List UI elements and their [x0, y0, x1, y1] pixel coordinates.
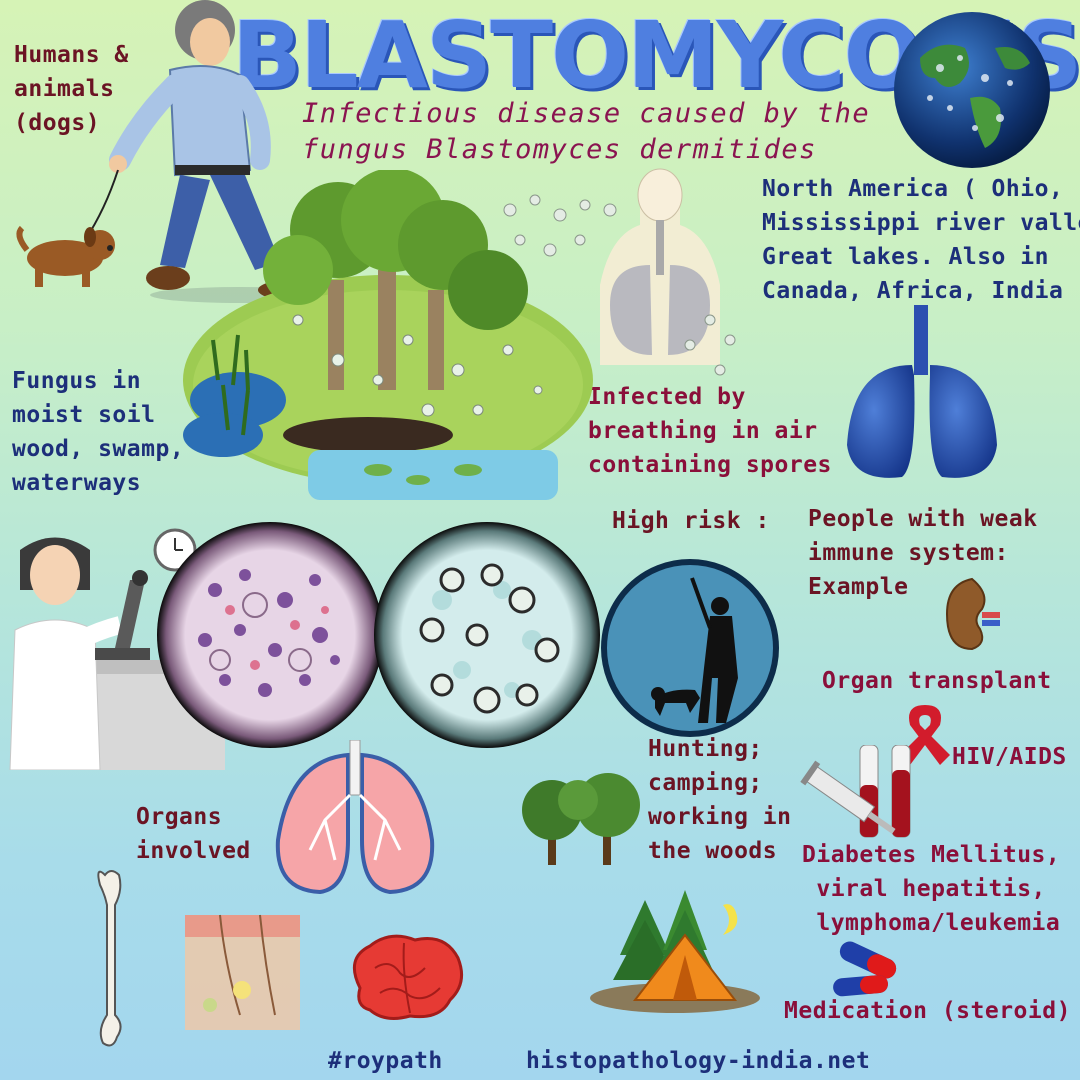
high-risk-label: High risk :	[612, 508, 770, 534]
spore-trail	[503, 194, 736, 376]
syringe-blood-tubes	[800, 745, 911, 838]
kidney-icon	[945, 577, 1000, 651]
hunter-silhouette	[601, 559, 779, 737]
weak-immune-label: People with weak immune system: Example	[808, 506, 1038, 600]
bone	[97, 870, 122, 1047]
human-respiratory-system	[600, 168, 720, 365]
blue-lungs-icon	[847, 305, 997, 478]
website-label: histopathology-india.net	[526, 1048, 871, 1074]
globe-icon	[894, 12, 1050, 168]
poster-subtitle: Infectious disease caused by the fungus …	[302, 98, 871, 165]
trees	[522, 773, 640, 865]
capsule-pills	[833, 941, 897, 997]
micrograph-silver-stain	[374, 522, 600, 748]
forest-swamp	[183, 170, 593, 500]
brain	[352, 934, 464, 1020]
conditions-label: Diabetes Mellitus, viral hepatitis, lymp…	[802, 842, 1061, 936]
transmission-label: Infected by breathing in air containing …	[588, 384, 832, 478]
hashtag-label: #roypath	[328, 1048, 443, 1074]
organ-transplant-label: Organ transplant	[822, 668, 1052, 694]
scientist-with-microscope	[9, 528, 230, 770]
pink-lungs	[275, 740, 435, 895]
medication-label: Medication (steroid)	[784, 998, 1071, 1024]
geography-label: North America ( Ohio, Mississippi river …	[762, 176, 1080, 304]
organs-label: Organs involved	[136, 804, 251, 864]
micrograph-he-stain	[157, 522, 383, 748]
hosts-label: Humans & animals (dogs)	[14, 42, 129, 136]
camping-tent	[590, 890, 760, 1013]
red-ribbon-icon	[900, 705, 950, 765]
hiv-aids-label: HIV/AIDS	[952, 744, 1067, 770]
activities-label: Hunting; camping; working in the woods	[648, 736, 792, 864]
skin-section	[185, 914, 300, 1030]
habitat-label: Fungus in moist soil wood, swamp, waterw…	[12, 368, 185, 496]
